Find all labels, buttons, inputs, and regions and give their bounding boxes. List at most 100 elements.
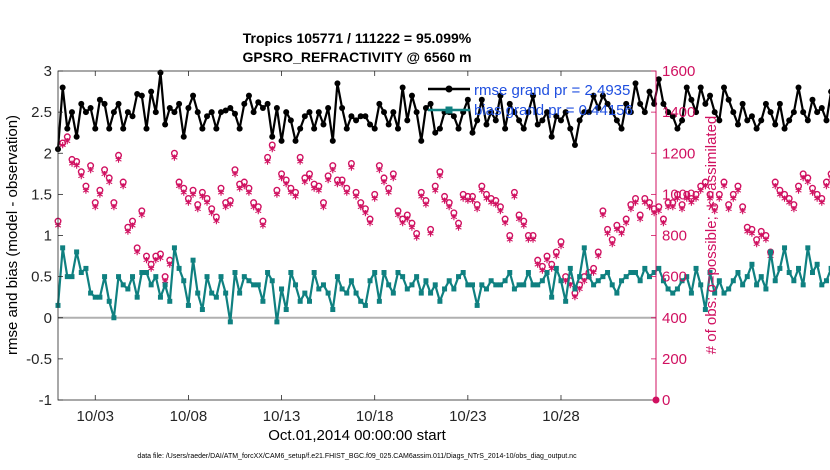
obs-assimilated-point: * — [287, 188, 294, 203]
rmse-point — [315, 109, 322, 116]
obs-possible-point — [450, 209, 458, 217]
obs-possible-point — [375, 162, 383, 170]
obs-possible-point — [678, 201, 686, 209]
obs-possible-point — [543, 252, 551, 260]
obs-assimilated-point: * — [436, 172, 443, 187]
rmse-point — [669, 113, 676, 120]
bias-point — [507, 270, 513, 276]
obs-assimilated-point: * — [641, 199, 648, 214]
rmse-point — [576, 117, 583, 124]
obs-assimilated-point: * — [297, 158, 304, 173]
bias-point — [572, 286, 578, 292]
obs-assimilated-point: * — [716, 195, 723, 210]
obs-assimilated-point: * — [418, 192, 425, 207]
right-axis-end-marker — [652, 396, 660, 404]
obs-possible-point — [734, 182, 742, 190]
obs-possible-point — [753, 236, 761, 244]
obs-assimilated-point: * — [278, 174, 285, 189]
bias-point — [269, 278, 275, 284]
title-line-1: Tropics 105771 / 111222 = 95.099% — [243, 30, 472, 46]
rmse-point — [488, 109, 495, 116]
rmse-point — [194, 109, 201, 116]
bias-point — [111, 315, 117, 321]
rmse-point — [767, 109, 774, 116]
rmse-point — [236, 125, 243, 132]
obs-assimilated-point: * — [460, 195, 467, 210]
bias-point — [809, 270, 815, 276]
obs-assimilated-point: * — [129, 221, 136, 236]
rmse-point — [478, 96, 485, 103]
rmse-point — [604, 100, 611, 107]
bias-point — [302, 290, 308, 296]
obs-possible-point — [548, 260, 556, 268]
obs-assimilated-point: * — [441, 197, 448, 212]
obs-assimilated-point: * — [69, 160, 76, 175]
obs-assimilated-point: * — [683, 195, 690, 210]
obs-possible-point — [804, 174, 812, 182]
bias-point — [716, 278, 722, 284]
bias-point — [227, 319, 233, 325]
obs-assimilated-point: * — [339, 180, 346, 195]
rmse-point — [567, 125, 574, 132]
obs-possible-point — [659, 215, 667, 223]
bias-point — [432, 282, 438, 288]
obs-assimilated-point: * — [688, 199, 695, 214]
rmse-point — [557, 117, 564, 124]
rmse-point — [707, 92, 714, 99]
obs-assimilated-point: * — [576, 285, 583, 300]
obs-possible-point — [287, 184, 295, 192]
obs-assimilated-point: * — [600, 211, 607, 226]
x-axis: 10/03 10/08 10/13 10/18 10/23 10/28 — [76, 71, 580, 425]
obs-assimilated-point: * — [199, 192, 206, 207]
rmse-point — [255, 99, 262, 106]
bias-point — [334, 274, 340, 280]
obs-possible-point — [795, 182, 803, 190]
obs-assimilated-point: * — [530, 236, 537, 251]
obs-assimilated-point: * — [781, 195, 788, 210]
obs-possible-point — [431, 182, 439, 190]
bias-point — [684, 274, 690, 280]
bias-point — [171, 245, 177, 251]
bias-point — [800, 282, 806, 288]
bias-point — [479, 282, 485, 288]
obs-assimilated-point: * — [264, 158, 271, 173]
obs-assimilated-point: * — [669, 203, 676, 218]
rmse-point — [511, 109, 518, 116]
bias-point — [78, 270, 84, 276]
obs-possible-point — [389, 170, 397, 178]
bias-point — [97, 294, 103, 300]
rmse-point — [790, 109, 797, 116]
rmse-point — [348, 113, 355, 120]
y-right-tick-label: 1000 — [662, 186, 695, 203]
obs-possible-point — [729, 190, 737, 198]
obs-possible-point — [790, 201, 798, 209]
bias-point — [311, 270, 317, 276]
bias-point — [288, 270, 294, 276]
obs-assimilated-point: * — [385, 188, 392, 203]
obs-assimilated-point: * — [618, 230, 625, 245]
rmse-point — [553, 113, 560, 120]
obs-assimilated-point: * — [520, 221, 527, 236]
x-tick-label: 10/28 — [542, 408, 580, 425]
obs-possible-point — [352, 188, 360, 196]
obs-assimilated-point: * — [558, 242, 565, 257]
obs-possible-point — [506, 231, 514, 239]
rmse-point — [739, 100, 746, 107]
y-axis-right: 0 200 400 600 800 1000 1200 1400 1600 — [651, 63, 695, 409]
rmse-point — [176, 100, 183, 107]
obs-assimilated-point: * — [483, 195, 490, 210]
rmse-point — [530, 92, 537, 99]
rmse-point — [115, 100, 122, 107]
obs-assimilated-point: * — [450, 213, 457, 228]
bias-point — [306, 298, 312, 304]
rmse-point — [711, 109, 718, 116]
obs-assimilated-point: * — [325, 176, 332, 191]
obs-assimilated-point: * — [511, 192, 518, 207]
bias-point — [74, 249, 80, 255]
obs-possible-point — [194, 201, 202, 209]
rmse-point — [367, 121, 374, 128]
obs-possible-point — [133, 244, 141, 252]
bias-point — [511, 286, 517, 292]
x-tick-label: 10/03 — [76, 408, 114, 425]
bias-point — [353, 290, 359, 296]
